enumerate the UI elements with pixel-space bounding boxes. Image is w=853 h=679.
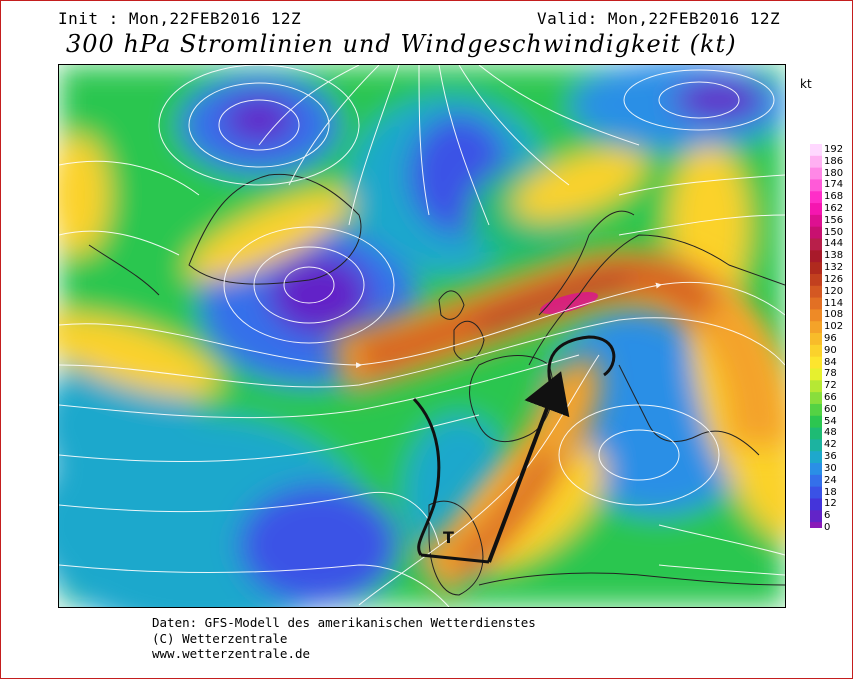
legend-swatch — [810, 403, 822, 417]
legend-swatch — [810, 297, 822, 310]
wind-speed-field — [59, 65, 785, 607]
legend-label: 60 — [824, 403, 837, 415]
legend-swatch — [810, 226, 822, 240]
legend-labels: 192 186 180 174 168 162 156 150 144 138 132 126 120 1… — [822, 143, 852, 532]
legend-label: 168 — [824, 191, 844, 203]
legend-swatch — [810, 344, 822, 358]
wind-speed-map: T — [58, 64, 786, 608]
trough-annotation — [412, 335, 616, 556]
legend-swatch — [810, 214, 822, 228]
legend-swatch — [810, 486, 822, 499]
legend-swatch — [810, 333, 822, 346]
legend-swatch — [810, 167, 822, 180]
legend-label: 120 — [824, 285, 844, 297]
legend-swatch — [810, 498, 822, 511]
axis-line — [420, 553, 490, 564]
legend-label: 150 — [824, 226, 844, 238]
footer-copyright: (C) Wetterzentrale — [152, 630, 288, 646]
legend-label: 102 — [824, 321, 844, 333]
legend-label: 78 — [824, 368, 837, 380]
legend-swatch — [810, 368, 822, 381]
legend-label: 108 — [824, 309, 844, 321]
legend-label: 18 — [824, 486, 837, 498]
color-legend — [810, 144, 822, 528]
footer: Daten: GFS-Modell des amerikanischen Wet… — [152, 615, 536, 662]
legend-label: 48 — [824, 427, 837, 439]
legend-swatch — [810, 427, 822, 440]
legend-label: 96 — [824, 332, 837, 344]
legend-swatch — [810, 439, 822, 452]
flow-arrow — [487, 371, 570, 563]
legend-label: 36 — [824, 451, 837, 463]
legend-swatch — [810, 451, 822, 464]
legend-swatch — [810, 191, 822, 204]
legend-label: 144 — [824, 238, 844, 250]
legend-label: 90 — [824, 344, 837, 356]
legend-label: 156 — [824, 214, 844, 226]
legend-label: 132 — [824, 262, 844, 274]
legend-label: 6 — [824, 510, 831, 522]
footer-website[interactable]: www.wetterzentrale.de — [152, 646, 311, 661]
legend-swatch — [810, 463, 822, 476]
legend-label: 72 — [824, 380, 837, 392]
legend-label: 42 — [824, 439, 837, 451]
legend-swatch — [810, 392, 822, 405]
legend-swatch — [810, 510, 822, 523]
legend-swatch — [810, 321, 822, 334]
legend-swatch — [810, 250, 822, 263]
legend-swatch — [810, 238, 822, 251]
legend-swatch — [810, 309, 822, 322]
legend-swatch — [810, 380, 822, 393]
legend-swatch — [810, 273, 822, 287]
legend-label: 174 — [824, 179, 844, 191]
legend-swatch — [810, 474, 822, 488]
legend-swatch — [810, 522, 822, 528]
legend-label: 192 — [824, 143, 844, 155]
legend-swatch — [810, 144, 822, 157]
map-title: 300 hPa Stromlinien und Windgeschwindigk… — [66, 30, 737, 58]
trough-label: T — [443, 528, 454, 547]
legend-label: 54 — [824, 415, 837, 427]
legend-label: 0 — [824, 522, 831, 533]
streamlines — [59, 65, 785, 607]
legend-swatch — [810, 203, 822, 216]
legend-swatch — [810, 356, 822, 369]
legend-swatch — [810, 155, 822, 169]
legend-label: 30 — [824, 462, 837, 474]
legend-swatch — [810, 262, 822, 275]
legend-label: 180 — [824, 167, 844, 179]
legend-label: 84 — [824, 356, 837, 368]
valid-time: Valid: Mon,22FEB2016 12Z — [537, 9, 781, 28]
legend-label: 126 — [824, 273, 844, 285]
legend-label: 162 — [824, 202, 844, 214]
init-time: Init : Mon,22FEB2016 12Z — [58, 9, 302, 28]
legend-swatch — [810, 415, 822, 429]
legend-label: 66 — [824, 392, 837, 404]
legend-unit: kt — [800, 77, 812, 91]
legend-label: 114 — [824, 297, 844, 309]
legend-label: 12 — [824, 498, 837, 510]
footer-data-source: Daten: GFS-Modell des amerikanischen Wet… — [152, 615, 536, 630]
legend-swatch — [810, 285, 822, 299]
legend-swatch — [810, 179, 822, 192]
legend-label: 186 — [824, 155, 844, 167]
legend-label: 138 — [824, 250, 844, 262]
legend-label: 24 — [824, 474, 837, 486]
